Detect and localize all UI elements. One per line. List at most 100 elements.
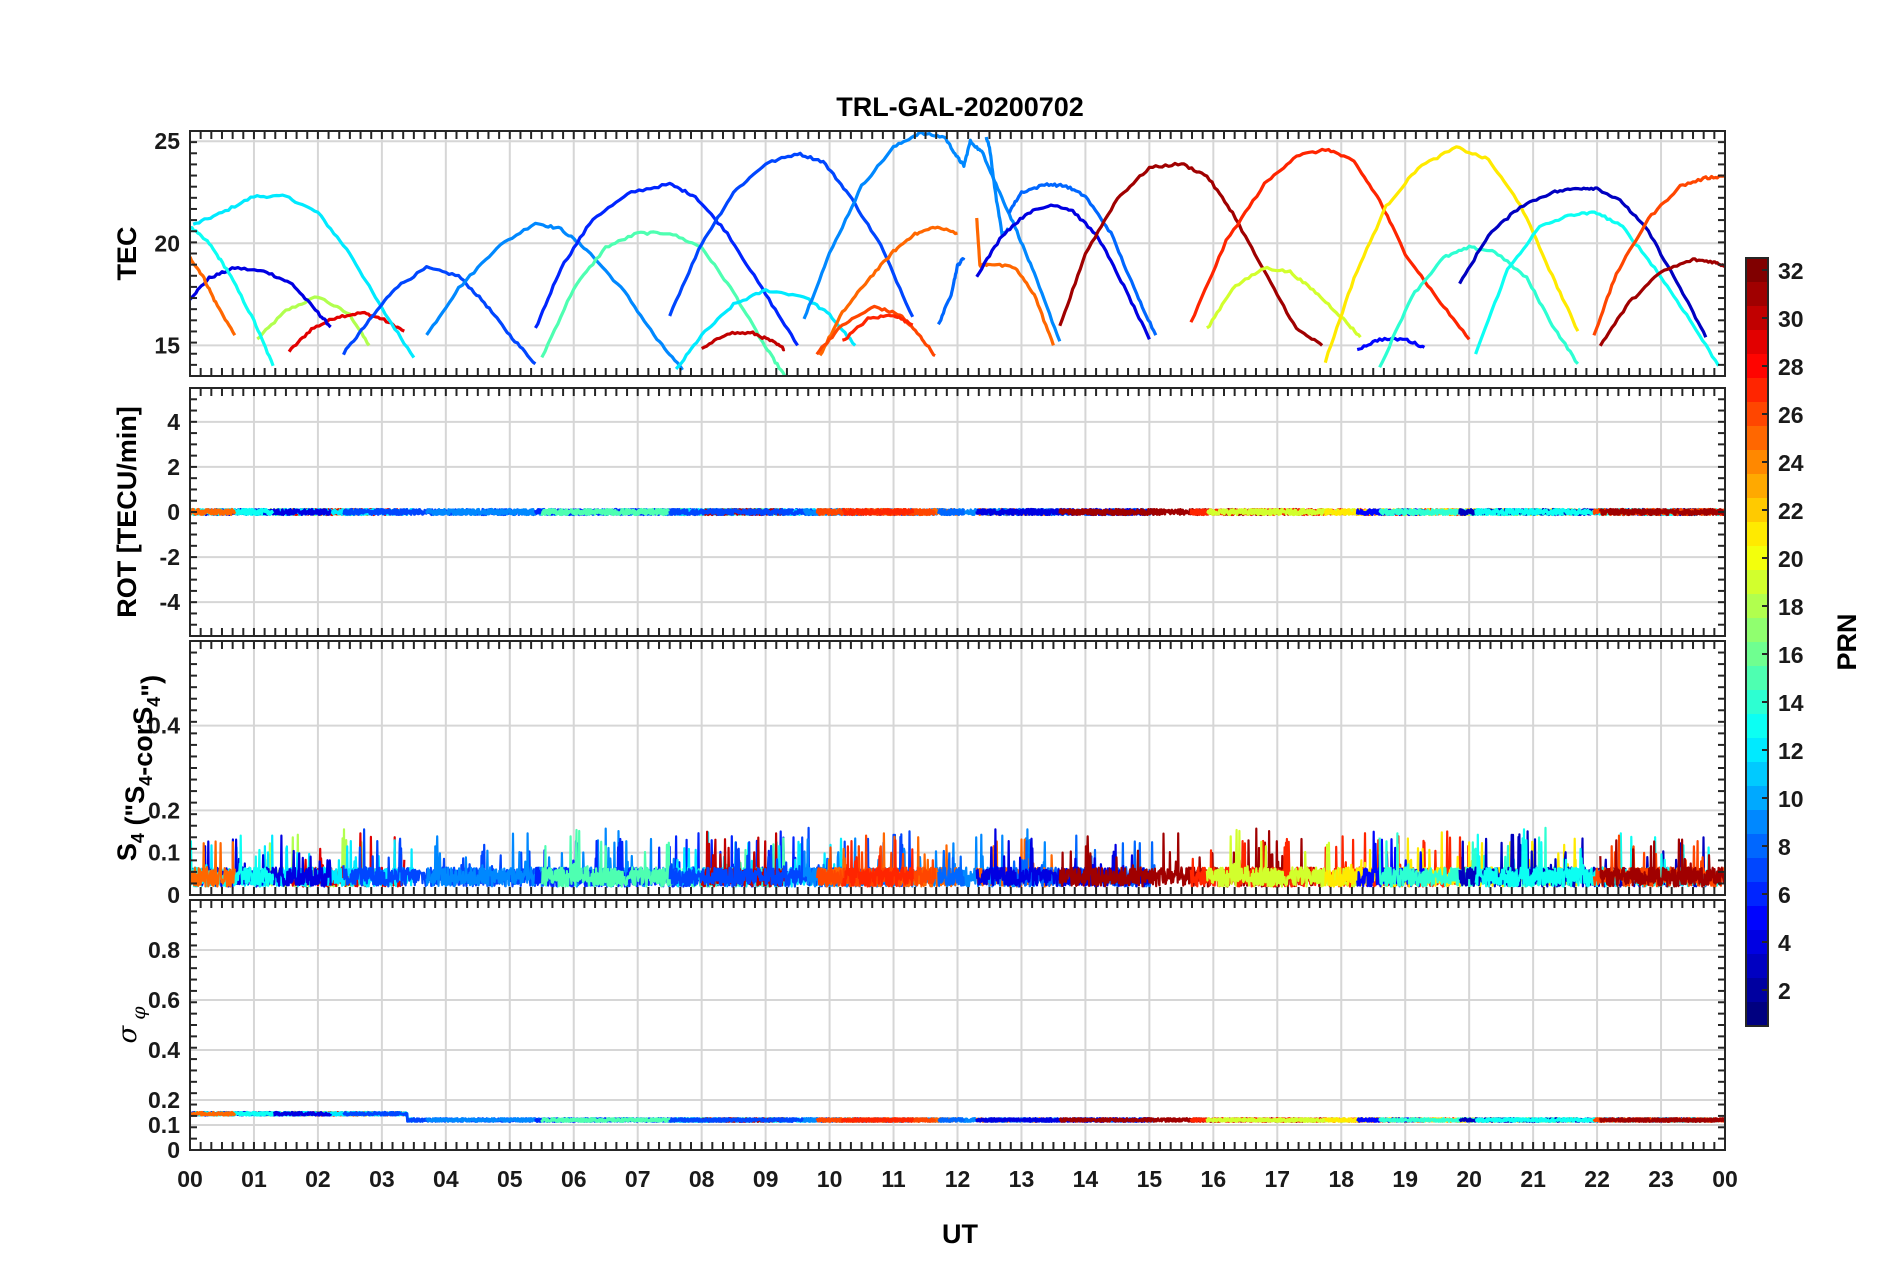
x-tick-label: 19 <box>1392 1166 1418 1192</box>
colorbar-tick-label: 30 <box>1778 306 1804 332</box>
sigma_phi-series-prn-8 <box>937 1117 966 1123</box>
y-tick-label-sigma_phi: 0.4 <box>148 1037 180 1063</box>
colorbar-segment <box>1746 666 1768 691</box>
colorbar-segment <box>1746 594 1768 619</box>
colorbar-tick-label: 2 <box>1778 978 1791 1004</box>
tec-series-prn-4 <box>975 203 1151 340</box>
tec-series-prn-27 <box>841 313 914 342</box>
y-tick-label-rot: 4 <box>167 409 180 435</box>
colorbar-segment <box>1746 786 1768 811</box>
tec-series-prn-29 <box>287 310 405 353</box>
colorbar-tick-label: 20 <box>1778 546 1804 572</box>
sigma_phi-series-prn-31 <box>1598 1117 1725 1123</box>
tec-series-prn-13 <box>1474 210 1720 367</box>
x-minor-ticks-rot <box>189 387 1726 637</box>
colorbar-segment <box>1746 306 1768 331</box>
colorbar-segment <box>1746 426 1768 451</box>
x-tick-label: 23 <box>1648 1166 1674 1192</box>
x-minor-ticks-sigma_phi <box>189 899 1726 1151</box>
x-axis-label: UT <box>942 1219 978 1249</box>
colorbar-segment <box>1746 978 1768 1003</box>
x-tick-label: 05 <box>497 1166 523 1192</box>
colorbar-tick-label: 24 <box>1778 450 1804 476</box>
chart-title: TRL-GAL-20200702 <box>836 92 1084 122</box>
colorbar-segment <box>1746 330 1768 355</box>
rot-series-prn-8 <box>936 507 966 517</box>
y-tick-label-s4: 0.1 <box>148 840 180 866</box>
colorbar-tick-label: 4 <box>1778 930 1791 956</box>
colorbar-segment <box>1746 642 1768 667</box>
rot-series-prn-25 <box>190 507 237 516</box>
colorbar-segment <box>1746 450 1768 475</box>
x-tick-label: 22 <box>1584 1166 1610 1192</box>
x-tick-label: 16 <box>1201 1166 1227 1192</box>
tec-series-prn-13 <box>190 226 275 367</box>
colorbar-segment <box>1746 738 1768 763</box>
colorbar-segment <box>1746 474 1768 499</box>
colorbar-tick-label: 6 <box>1778 882 1791 908</box>
tec-series-prn-31 <box>1058 161 1324 347</box>
tec-series-prn-9 <box>425 221 684 371</box>
data-rot <box>190 507 1725 517</box>
x-tick-label: 02 <box>305 1166 331 1192</box>
y-tick-label-rot: -2 <box>160 544 180 570</box>
colorbar-segment <box>1746 882 1768 907</box>
data-tec <box>190 131 1725 376</box>
x-minor-ticks-s4 <box>189 640 1726 896</box>
x-tick-label: 00 <box>177 1166 203 1192</box>
panel-tec: 15 20 25 TEC <box>112 128 1726 377</box>
tec-series-prn-15 <box>540 230 787 376</box>
colorbar-tick-label: 26 <box>1778 402 1804 428</box>
colorbar-segment <box>1746 834 1768 859</box>
s4-series-prn-31 <box>1599 838 1725 888</box>
x-tick-label: 09 <box>753 1166 779 1192</box>
y-axis-label-tec: TEC <box>112 227 142 281</box>
panel-rot: -4 -2 0 2 4 ROT [TECU/min] <box>112 387 1726 637</box>
colorbar-segment <box>1746 522 1768 547</box>
colorbar-tick-label: 18 <box>1778 594 1804 620</box>
tec-series-prn-14 <box>1378 244 1580 369</box>
colorbar-segment <box>1746 618 1768 643</box>
y-tick-label-s4: 0 <box>167 882 180 908</box>
colorbar-segment <box>1746 762 1768 787</box>
tec-series-prn-9 <box>802 131 1062 342</box>
tec-series-prn-18 <box>256 295 371 347</box>
colorbar-segment <box>1746 378 1768 403</box>
colorbar-tick-label: 8 <box>1778 834 1791 860</box>
tec-series-prn-26 <box>815 304 936 358</box>
y-axis-label-rot: ROT [TECU/min] <box>112 406 142 617</box>
s4-series-prn-19 <box>1205 828 1362 888</box>
x-tick-label: 21 <box>1520 1166 1546 1192</box>
y-axis-label-sigma_phi: σ φ <box>113 1006 150 1044</box>
x-tick-label: 00 <box>1712 1166 1738 1192</box>
panel-s4: 0 0.1 0.2 0.4S4 ("S4-corS4") <box>112 640 1726 908</box>
tec-series-prn-12 <box>674 288 857 370</box>
y-tick-label-s4: 0.4 <box>148 713 180 739</box>
tec-series-prn-26 <box>1592 174 1725 336</box>
x-tick-label: 15 <box>1137 1166 1163 1192</box>
colorbar-tick-label: 10 <box>1778 786 1804 812</box>
colorbar-segment <box>1746 858 1768 883</box>
colorbar-segment <box>1746 930 1768 955</box>
s4-series-prn-27 <box>841 839 914 888</box>
tec-series-prn-21 <box>1323 145 1580 364</box>
colorbar-frame <box>1745 257 1769 1027</box>
colorbar-segment <box>1746 1002 1768 1027</box>
y-tick-label-sigma_phi: 0 <box>167 1137 180 1163</box>
colorbar-label: PRN <box>1832 613 1862 670</box>
y-tick-label-sigma_phi: 0.6 <box>148 987 180 1013</box>
x-tick-label: 08 <box>689 1166 715 1192</box>
y-tick-label-tec: 25 <box>154 128 180 154</box>
tec-series-prn-4 <box>190 266 332 329</box>
data-s4 <box>190 826 1725 888</box>
colorbar-tick-label: 32 <box>1778 258 1804 284</box>
x-tick-label: 18 <box>1328 1166 1354 1192</box>
x-tick-label: 13 <box>1009 1166 1035 1192</box>
tec-series-prn-25 <box>975 217 1055 346</box>
y-tick-label-tec: 15 <box>154 332 180 358</box>
x-axis: 00 01 02 03 04 05 06 07 08 09 10 11 12 13 14 15 16 17 18 19… <box>177 1166 1738 1192</box>
tec-series-prn-6 <box>534 181 799 347</box>
colorbar-tick-label: 14 <box>1778 690 1804 716</box>
x-tick-label: 20 <box>1456 1166 1482 1192</box>
data-sigma_phi <box>190 1110 1725 1123</box>
